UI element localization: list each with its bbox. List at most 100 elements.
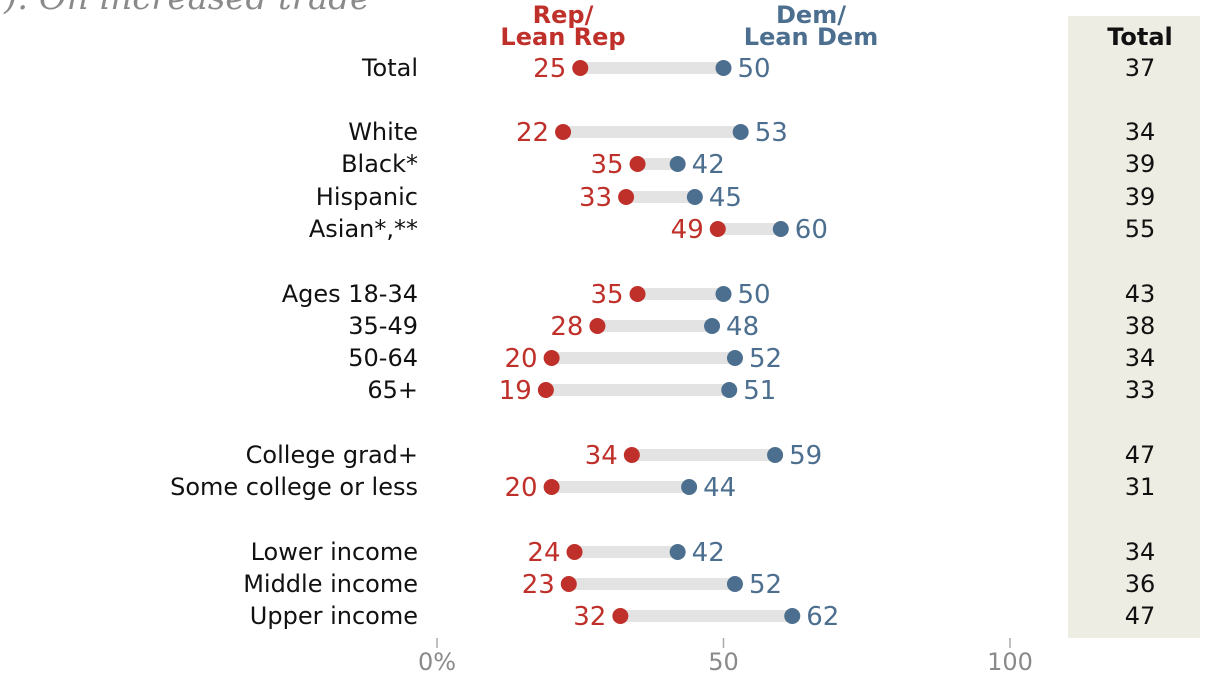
- rep-value-label: 23: [522, 570, 555, 600]
- chart-row: Asian*,** 49 60 55: [309, 215, 1155, 245]
- total-value: 37: [1125, 54, 1156, 82]
- chart-row: Upper income 32 62 47: [250, 602, 1155, 632]
- chart-row: Middle income 23 52 36: [243, 570, 1155, 600]
- row-label: Middle income: [243, 570, 418, 598]
- dem-value-label: 60: [795, 215, 828, 245]
- dem-dot: [686, 189, 703, 205]
- chart-title-fragment: ). On increased trade: [4, 0, 370, 18]
- chart-row: 35-49 28 48 38: [348, 312, 1155, 342]
- dem-value-label: 45: [709, 183, 742, 213]
- rep-dot: [566, 544, 583, 560]
- dem-value-label: 50: [738, 54, 771, 84]
- total-value: 31: [1125, 473, 1156, 501]
- total-value: 33: [1125, 376, 1156, 404]
- dem-value-label: 53: [755, 118, 788, 148]
- row-label: Black*: [341, 150, 418, 178]
- dem-dot: [726, 576, 743, 592]
- rep-value-label: 19: [499, 376, 532, 406]
- rep-value-label: 35: [590, 150, 623, 180]
- total-value: 34: [1125, 118, 1156, 146]
- chart-row: College grad+ 34 59 47: [246, 441, 1156, 471]
- dem-value-label: 44: [703, 473, 736, 503]
- rep-value-label: 24: [527, 538, 560, 568]
- rep-value-label: 32: [573, 602, 606, 632]
- dem-dot: [784, 608, 801, 624]
- row-label: Hispanic: [316, 183, 418, 211]
- rep-dot: [623, 447, 640, 463]
- row-label: Some college or less: [170, 473, 418, 501]
- row-label: 65+: [367, 376, 418, 404]
- total-column-background: [1068, 16, 1200, 638]
- dem-value-label: 50: [738, 280, 771, 310]
- dem-dot: [721, 382, 738, 398]
- chart-row: Total 25 50 37: [361, 54, 1155, 84]
- legend-headers: Rep/ Lean Rep Dem/ Lean Dem Total: [500, 1, 1172, 51]
- chart-row: Some college or less 20 44 31: [170, 473, 1155, 503]
- row-label: College grad+: [246, 441, 418, 469]
- legend-rep-line1: Rep/: [533, 1, 594, 29]
- dem-value-label: 52: [749, 344, 782, 374]
- legend-total-header: Total: [1107, 23, 1173, 51]
- x-tick-label: 0%: [418, 648, 456, 673]
- row-label: Total: [361, 54, 418, 82]
- dem-dot: [732, 124, 749, 140]
- rep-value-label: 25: [533, 54, 566, 84]
- row-label: 35-49: [348, 312, 418, 340]
- rep-value-label: 34: [585, 441, 618, 471]
- rep-dot: [560, 576, 577, 592]
- dem-value-label: 48: [726, 312, 759, 342]
- dem-dot: [669, 544, 686, 560]
- x-axis: 0% 50 100: [418, 638, 1033, 673]
- legend-rep-line2: Lean Rep: [500, 23, 625, 51]
- total-value: 39: [1125, 150, 1156, 178]
- dem-dot: [767, 447, 784, 463]
- total-value: 47: [1125, 602, 1156, 630]
- total-value: 34: [1125, 538, 1156, 566]
- chart-row: 65+ 19 51 33: [367, 376, 1155, 406]
- row-label: Upper income: [250, 602, 418, 630]
- row-label: Ages 18-34: [282, 280, 418, 308]
- x-tick-label: 50: [708, 648, 739, 673]
- rep-dot: [618, 189, 635, 205]
- dem-dot: [704, 318, 721, 334]
- dem-value-label: 51: [743, 376, 776, 406]
- total-value: 38: [1125, 312, 1156, 340]
- dem-dot: [726, 350, 743, 366]
- row-label: 50-64: [348, 344, 418, 372]
- rep-dot: [589, 318, 606, 334]
- rep-value-label: 28: [550, 312, 583, 342]
- total-value: 47: [1125, 441, 1156, 469]
- dem-dot: [681, 479, 698, 495]
- chart-row: Ages 18-34 35 50 43: [282, 280, 1156, 310]
- chart-row: White 22 53 34: [348, 118, 1155, 148]
- dem-value-label: 42: [692, 150, 725, 180]
- row-label: White: [348, 118, 418, 146]
- row-label: Lower income: [251, 538, 418, 566]
- rep-value-label: 20: [505, 344, 538, 374]
- rep-dot: [555, 124, 572, 140]
- chart-row: Lower income 24 42 34: [251, 538, 1156, 568]
- rep-value-label: 20: [505, 473, 538, 503]
- dem-dot: [669, 156, 686, 172]
- x-tick-label: 100: [987, 648, 1033, 673]
- total-value: 55: [1125, 215, 1156, 243]
- rep-dot: [709, 221, 726, 237]
- chart-row: Hispanic 33 45 39: [316, 183, 1156, 213]
- dem-value-label: 42: [692, 538, 725, 568]
- rep-dot: [572, 60, 589, 76]
- chart-row: 50-64 20 52 34: [348, 344, 1155, 374]
- rep-dot: [537, 382, 554, 398]
- rep-dot: [629, 156, 646, 172]
- rep-dot: [543, 350, 560, 366]
- rep-value-label: 35: [590, 280, 623, 310]
- rep-dot: [612, 608, 629, 624]
- dem-dot: [772, 221, 789, 237]
- dem-dot: [715, 286, 732, 302]
- rep-value-label: 33: [579, 183, 612, 213]
- total-value: 39: [1125, 183, 1156, 211]
- dem-value-label: 62: [806, 602, 839, 632]
- legend-dem-line1: Dem/: [776, 1, 846, 29]
- total-value: 34: [1125, 344, 1156, 372]
